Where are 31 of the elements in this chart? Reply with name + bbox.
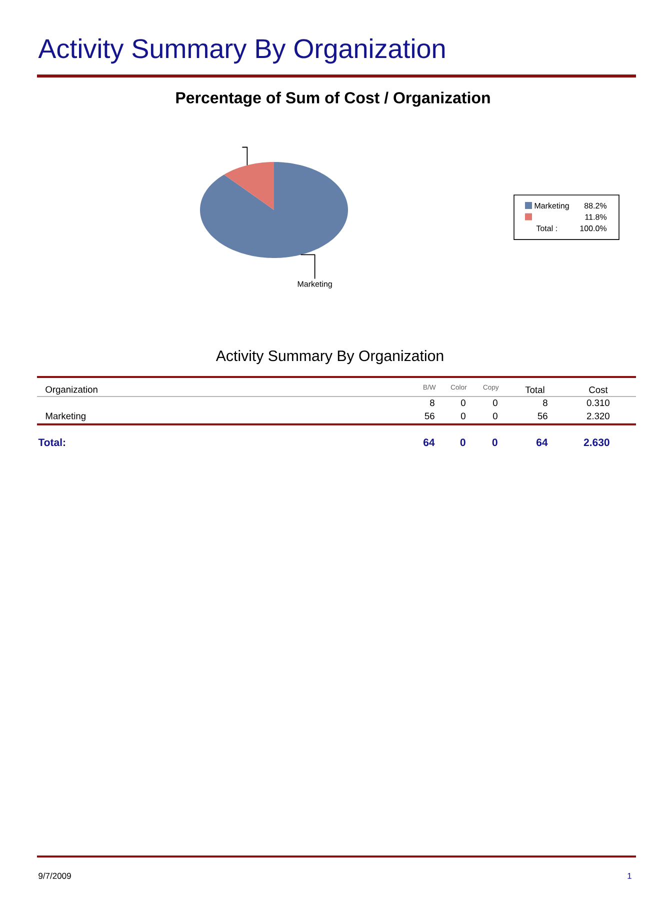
- text: 8: [430, 400, 434, 406]
- text: 64: [536, 438, 548, 446]
- text: 0: [460, 438, 466, 446]
- chart-title: Activity Summary By Organization: [38, 38, 445, 64]
- legend-label: Marketing: [534, 202, 569, 210]
- text: 1: [628, 872, 632, 879]
- text: 9/7/2009: [38, 872, 71, 879]
- text: 11.8%: [585, 214, 607, 220]
- text: 2.320: [587, 412, 610, 420]
- chart-subtitle: Percentage of Sum of Cost / Organization: [176, 92, 490, 107]
- text: 0: [492, 412, 498, 420]
- text: 0: [460, 400, 466, 406]
- text: Organization: [46, 386, 98, 395]
- text: Total: [525, 386, 544, 394]
- text: 88.2%: [584, 202, 607, 209]
- text: 2.630: [584, 438, 610, 446]
- text: 0.310: [586, 400, 610, 406]
- text: 8: [543, 400, 548, 406]
- text: Marketing: [46, 412, 86, 422]
- text: 64: [424, 438, 435, 446]
- text: Total:: [38, 438, 65, 446]
- text: 100.0%: [580, 226, 607, 232]
- text: 0: [460, 412, 466, 420]
- slice-label: Marketing: [298, 280, 332, 288]
- text: 0: [492, 400, 498, 406]
- text: 0: [492, 438, 498, 446]
- text: 56: [424, 412, 434, 420]
- text: 56: [538, 412, 548, 420]
- text: Activity Summary By Organization: [216, 350, 444, 364]
- text: Total :: [536, 225, 557, 232]
- text: Cost: [589, 386, 608, 394]
